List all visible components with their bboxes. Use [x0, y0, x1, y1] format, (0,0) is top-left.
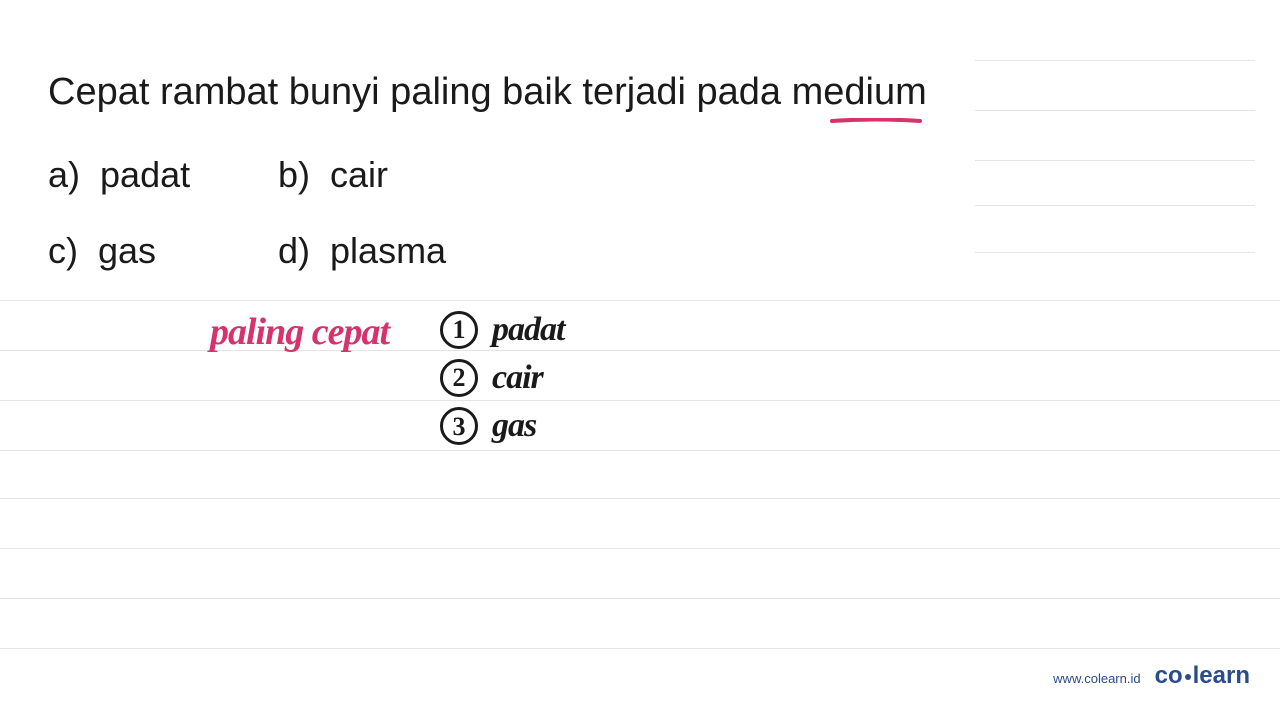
hline-full	[0, 450, 1280, 451]
answer-options: a) padat b) cair c) gas d) plasma	[48, 154, 1232, 272]
logo-learn: learn	[1193, 662, 1250, 689]
underline-annotation	[830, 118, 922, 123]
circled-number-icon: 3	[440, 407, 478, 445]
question-content: Cepat rambat bunyi paling baik terjadi p…	[0, 0, 1280, 272]
option-row-2: c) gas d) plasma	[48, 230, 1232, 272]
option-c-text: gas	[98, 230, 156, 271]
option-b-label: b)	[278, 154, 310, 195]
hline-full	[0, 498, 1280, 499]
circled-number-icon: 2	[440, 359, 478, 397]
hline-full	[0, 350, 1280, 351]
hline-full	[0, 548, 1280, 549]
dot-icon	[1185, 674, 1191, 680]
handwriting-ranked-list: 1 padat 2 cair 3 gas	[440, 308, 564, 453]
circled-number-icon: 1	[440, 311, 478, 349]
option-d-label: d)	[278, 230, 310, 271]
list-item-text: padat	[492, 308, 564, 352]
list-item: 1 padat	[440, 308, 564, 352]
question-text: Cepat rambat bunyi paling baik terjadi p…	[48, 70, 1232, 116]
hline-full	[0, 400, 1280, 401]
list-item-text: gas	[492, 404, 536, 448]
option-b: b) cair	[278, 154, 538, 196]
hline-full	[0, 300, 1280, 301]
option-d-text: plasma	[330, 230, 446, 271]
option-d: d) plasma	[278, 230, 538, 272]
footer-url: www.colearn.id	[1053, 671, 1140, 686]
option-a-label: a)	[48, 154, 80, 195]
option-row-1: a) padat b) cair	[48, 154, 1232, 196]
list-item-text: cair	[492, 356, 543, 400]
option-a-text: padat	[100, 154, 190, 195]
hline-full	[0, 648, 1280, 649]
option-c-label: c)	[48, 230, 78, 271]
hline-full	[0, 598, 1280, 599]
footer-logo: colearn	[1155, 662, 1250, 690]
option-b-text: cair	[330, 154, 388, 195]
option-c: c) gas	[48, 230, 278, 272]
logo-co: co	[1155, 662, 1183, 689]
handwriting-pink-label: paling cepat	[210, 310, 389, 354]
list-item: 2 cair	[440, 356, 564, 400]
list-item: 3 gas	[440, 404, 564, 448]
footer-branding: www.colearn.id colearn	[1053, 662, 1250, 690]
option-a: a) padat	[48, 154, 278, 196]
